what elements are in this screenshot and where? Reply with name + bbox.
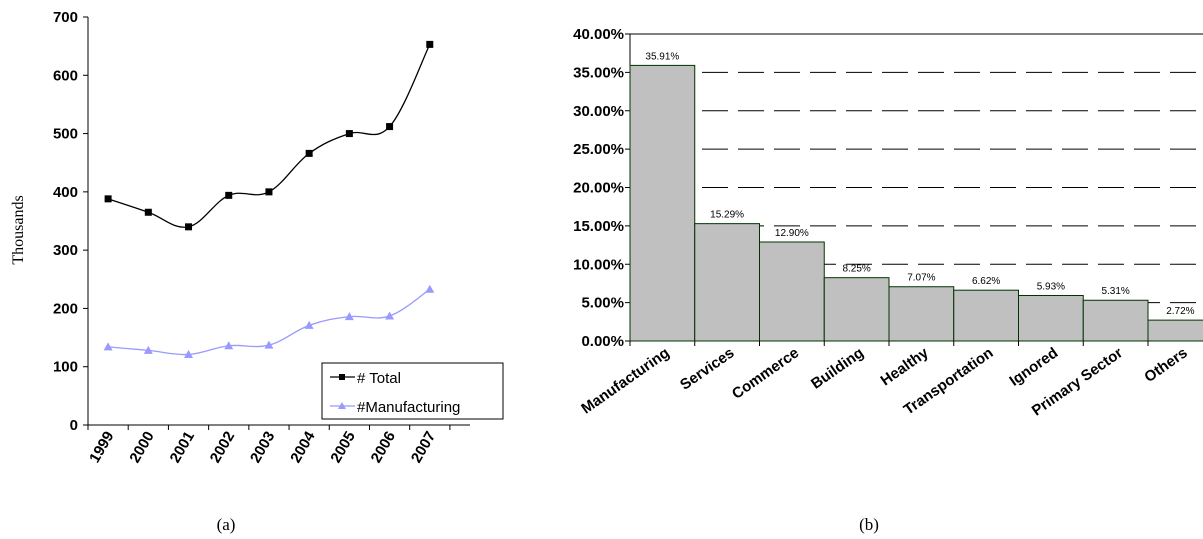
bar-building	[823, 277, 890, 342]
legend-marker-manufacturing	[338, 402, 346, 409]
data-point-total	[345, 130, 353, 138]
bar-transportation	[953, 289, 1019, 342]
data-point-total	[386, 123, 394, 131]
x-tick-label-b: Commerce	[729, 344, 802, 402]
data-point-total	[104, 195, 112, 203]
data-point-manufacturing	[143, 345, 153, 354]
y-tick-label-b: 30.00%	[573, 103, 624, 120]
legend-a: # Total #Manufacturing	[321, 362, 504, 420]
bar-healthy	[888, 286, 955, 342]
y-tick-label-b: 5.00%	[581, 295, 624, 312]
y-tick-label-a: 400	[53, 184, 78, 201]
y-tick-label-a: 600	[53, 67, 78, 84]
data-point-total	[144, 208, 152, 216]
bar-chart-b: 0.00% 5.00% 10.00% 15.00% 20.00% 25.00% 30.00%…	[573, 26, 1203, 534]
y-tick-label-a: 700	[53, 9, 78, 26]
data-label-b: 2.72%	[1166, 306, 1194, 317]
y-tick-label-a: 200	[53, 300, 78, 317]
data-point-manufacturing	[224, 341, 234, 350]
data-label-b: 5.93%	[1037, 281, 1065, 292]
bar-services	[694, 223, 760, 342]
x-tick-label-b: Ignored	[1006, 344, 1061, 389]
y-tick-label-b: 10.00%	[573, 256, 624, 273]
x-tick-label-a: 2001	[167, 429, 198, 466]
data-point-total	[225, 191, 233, 199]
data-point-manufacturing	[385, 311, 395, 320]
y-tick-label-b: 15.00%	[573, 218, 624, 235]
panel-label-a: (a)	[217, 515, 236, 534]
y-tick-label-b: 20.00%	[573, 180, 624, 197]
legend-label-total: # Total	[357, 370, 401, 387]
legend-label-manufacturing: #Manufacturing	[357, 399, 460, 416]
bar-primary-sector	[1082, 299, 1149, 342]
x-tick-label-a: 2002	[207, 429, 238, 466]
data-label-b: 12.90%	[775, 228, 809, 239]
data-point-manufacturing	[425, 284, 435, 293]
data-point-manufacturing	[304, 320, 314, 329]
legend-box	[321, 362, 504, 420]
data-point-total	[305, 149, 313, 157]
x-tick-label-a: 2003	[247, 429, 278, 466]
y-tick-label-b: 35.00%	[573, 64, 624, 81]
y-tick-label-b: 0.00%	[581, 333, 624, 350]
data-label-b: 35.91%	[645, 51, 679, 62]
series-line-total	[107, 44, 431, 228]
y-axis-label-a: Thousands	[10, 195, 27, 264]
data-point-manufacturing	[264, 340, 274, 349]
y-tick-label-b: 25.00%	[573, 141, 624, 158]
x-tick-label-a: 2005	[327, 429, 358, 466]
legend-marker-total	[339, 374, 345, 380]
x-tick-label-b: Manufacturing	[578, 344, 672, 417]
x-tick-label-a: 1999	[86, 429, 117, 466]
bar-manufacturing	[629, 64, 696, 342]
x-tick-label-a: 2000	[126, 429, 157, 466]
x-tick-label-b: Services	[677, 344, 737, 393]
panel-label-b: (b)	[859, 515, 879, 534]
data-point-manufacturing	[344, 312, 354, 321]
data-label-b: 8.25%	[842, 264, 870, 275]
data-point-total	[265, 188, 273, 196]
data-label-b: 5.31%	[1101, 286, 1129, 297]
x-tick-label-b: Healthy	[878, 344, 933, 389]
bar-commerce	[759, 241, 825, 342]
x-tick-label-a: 2007	[408, 429, 439, 466]
line-chart-a: Thousands 0 100 200 300 400 500 600 700 1999 2000…	[10, 9, 504, 534]
x-tick-label-b: Others	[1141, 344, 1190, 386]
data-point-manufacturing	[103, 342, 113, 351]
x-tick-label-b: Building	[808, 344, 867, 392]
data-label-b: 6.62%	[972, 276, 1000, 287]
y-tick-label-a: 100	[53, 359, 78, 376]
data-point-total	[185, 223, 193, 231]
x-tick-label-a: 2006	[368, 429, 399, 466]
bar-others	[1147, 319, 1203, 342]
y-tick-label-a: 300	[53, 242, 78, 259]
y-tick-label-a: 500	[53, 126, 78, 143]
data-label-b: 7.07%	[907, 273, 935, 284]
data-point-total	[426, 40, 434, 48]
y-tick-label-b: 40.00%	[573, 26, 624, 43]
x-tick-label-a: 2004	[287, 428, 319, 466]
data-point-manufacturing	[184, 349, 194, 358]
bar-ignored	[1018, 294, 1084, 342]
y-tick-label-a: 0	[70, 417, 78, 434]
data-label-b: 15.29%	[710, 210, 744, 221]
